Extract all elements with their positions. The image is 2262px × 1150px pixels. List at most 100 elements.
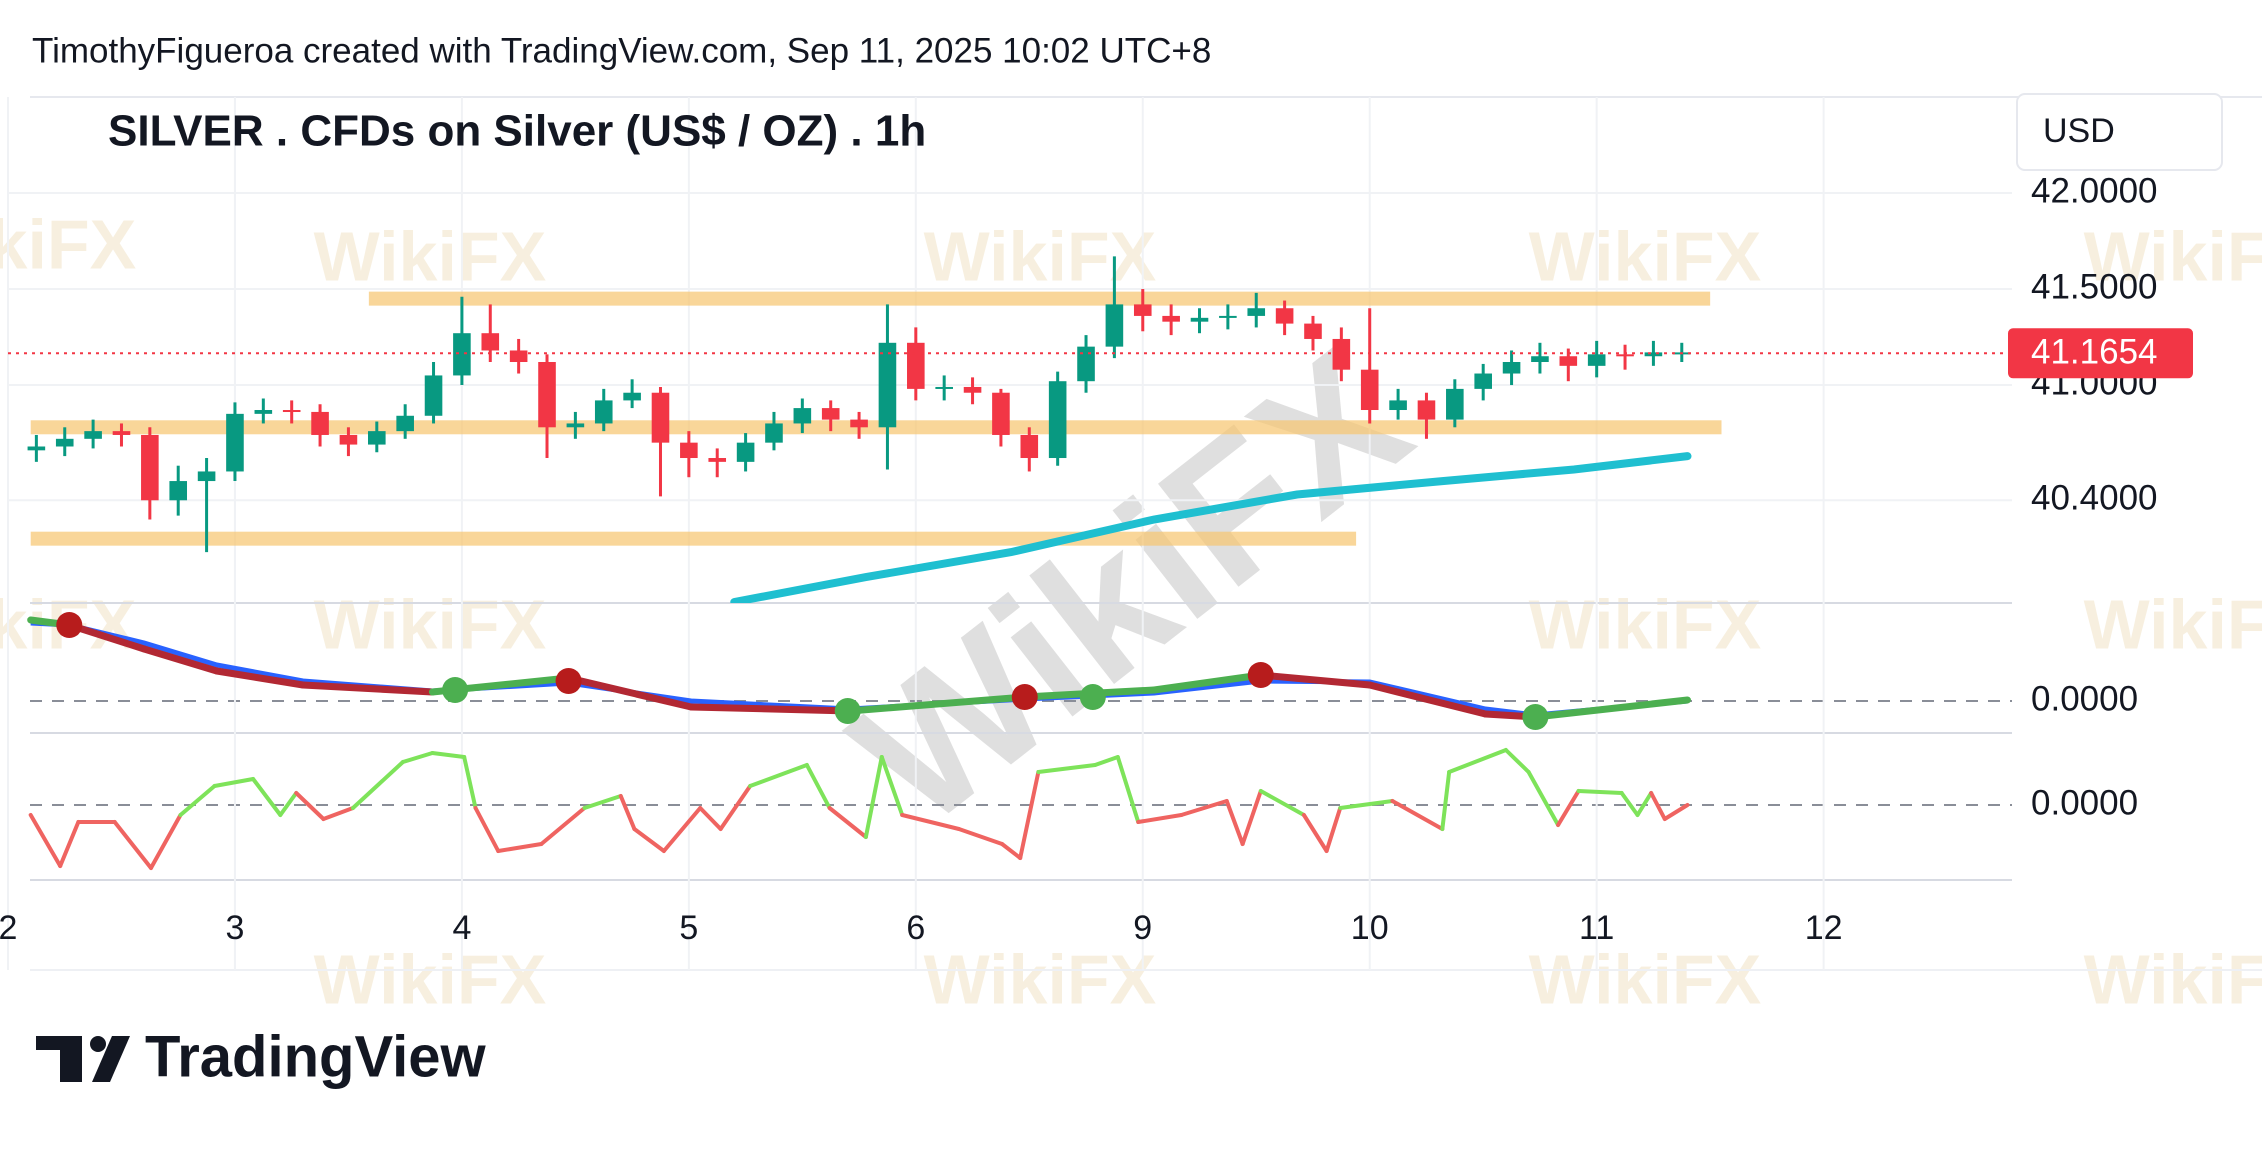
- oscillator-line: [1018, 770, 1041, 860]
- oscillator-line: [1093, 755, 1120, 767]
- grid: [7, 97, 2012, 970]
- cross-marker: [1247, 662, 1274, 688]
- candle-body: [566, 423, 585, 428]
- oscillator-line: [956, 827, 1005, 846]
- header: TimothyFigueroa created with TradingView…: [32, 31, 1211, 70]
- cross-marker: [1522, 704, 1549, 730]
- oscillator-line: [1526, 770, 1561, 827]
- candle-body: [1247, 308, 1266, 316]
- watermark: WikiFX: [314, 217, 547, 295]
- candle-body: [169, 481, 188, 501]
- last-price-badge: [2008, 328, 2193, 379]
- candle-body: [1105, 304, 1124, 347]
- oscillator-line: [1447, 748, 1508, 774]
- logo-icon: [90, 1036, 106, 1052]
- candle-body: [339, 434, 358, 445]
- y-tick-label: 0.0000: [2031, 783, 2138, 822]
- watermarks: WikiFX WikiFX WikiFX WikiFX WikiFX WikiFX Wiki…: [0, 205, 2262, 1018]
- oscillator-line: [582, 794, 623, 810]
- last-price-label: 41.1654: [2031, 333, 2158, 372]
- candle-body: [935, 386, 953, 389]
- oscillator-line: [748, 763, 809, 788]
- watermark: WikiFX: [314, 585, 547, 663]
- candle-body: [1219, 315, 1237, 318]
- macd-line: [140, 645, 221, 675]
- oscillator-line: [112, 820, 153, 870]
- candle-body: [538, 362, 556, 428]
- watermark: WikiFX: [817, 310, 1445, 866]
- oscillator-line: [539, 806, 587, 846]
- macd-line: [213, 667, 307, 689]
- oscillator-line: [863, 755, 884, 839]
- macd-line: [1531, 696, 1691, 721]
- cross-marker: [555, 668, 582, 694]
- cross-marker: [1079, 684, 1106, 710]
- candle-body: [878, 342, 897, 428]
- candle-body: [1077, 346, 1095, 382]
- candle-body: [396, 415, 414, 432]
- signal-line: [30, 620, 1688, 718]
- cross-marker: [1011, 684, 1038, 710]
- candle-body: [1304, 323, 1322, 339]
- oscillator-line: [1136, 813, 1184, 824]
- oscillator-line: [879, 755, 905, 817]
- x-tick-label: 5: [679, 909, 698, 947]
- candle-body: [1474, 373, 1492, 389]
- candle-body: [481, 333, 500, 351]
- candle-body: [1133, 304, 1152, 316]
- oscillator-line: [430, 751, 467, 759]
- branding: TradingView: [145, 1024, 486, 1089]
- currency-box: [2016, 93, 2223, 171]
- oscillator-line: [1240, 789, 1263, 846]
- oscillator-line: [400, 751, 435, 764]
- candle-body: [793, 408, 812, 424]
- candle-body: [311, 411, 329, 435]
- candle-body: [453, 333, 471, 376]
- oscillator-line: [28, 813, 63, 868]
- oscillator-line: [1576, 789, 1624, 795]
- watermark: WikiFX: [2084, 585, 2262, 663]
- candle-body: [282, 410, 301, 413]
- watermark: WikiFX: [924, 940, 1157, 1018]
- watermark: WikiFX: [1529, 585, 1762, 663]
- oscillator-line: [350, 760, 405, 810]
- candle-body: [1048, 381, 1067, 459]
- candle-body: [1446, 388, 1464, 420]
- oscillator-line: [1619, 791, 1640, 817]
- candle-body: [623, 392, 641, 401]
- oscillator-line: [58, 820, 81, 868]
- watermark: WikiFX: [1529, 940, 1762, 1018]
- oscillator-line: [1036, 763, 1098, 774]
- chart-title: SILVER . CFDs on Silver (US$ / OZ) . 1h: [108, 107, 926, 156]
- candle-body: [963, 386, 982, 393]
- candle-body: [992, 392, 1010, 435]
- y-tick-label: 40.4000: [2031, 479, 2158, 518]
- level-band: [30, 420, 1722, 435]
- logo: [36, 1036, 130, 1082]
- oscillator-line: [900, 813, 961, 831]
- x-tick-label: 12: [1805, 909, 1843, 947]
- candle-body: [27, 446, 46, 451]
- candle-body: [509, 350, 528, 363]
- candle-body: [765, 423, 783, 443]
- oscillator-line: [1338, 799, 1395, 810]
- cross-marker: [834, 698, 861, 724]
- oscillator-line: [1115, 755, 1141, 824]
- watermark: WikiFX: [0, 205, 137, 283]
- oscillator-line: [294, 791, 326, 821]
- oscillator-line: [496, 842, 544, 853]
- axis: 42.000041.500041.000040.40000.00000.0000…: [0, 171, 2193, 947]
- oscillator-line: [212, 777, 256, 788]
- oscillator-line: [1440, 770, 1452, 831]
- oscillator-line: [718, 784, 753, 831]
- cross-marker: [442, 677, 469, 703]
- macd-panel: [27, 612, 1691, 730]
- oscillator-line: [1179, 799, 1229, 817]
- candle-body: [821, 408, 840, 420]
- x-tick-label: 11: [1579, 909, 1614, 947]
- macd-line: [846, 693, 1029, 715]
- candle-body: [226, 413, 244, 472]
- candle-body: [651, 392, 670, 443]
- candle-body: [1332, 338, 1351, 370]
